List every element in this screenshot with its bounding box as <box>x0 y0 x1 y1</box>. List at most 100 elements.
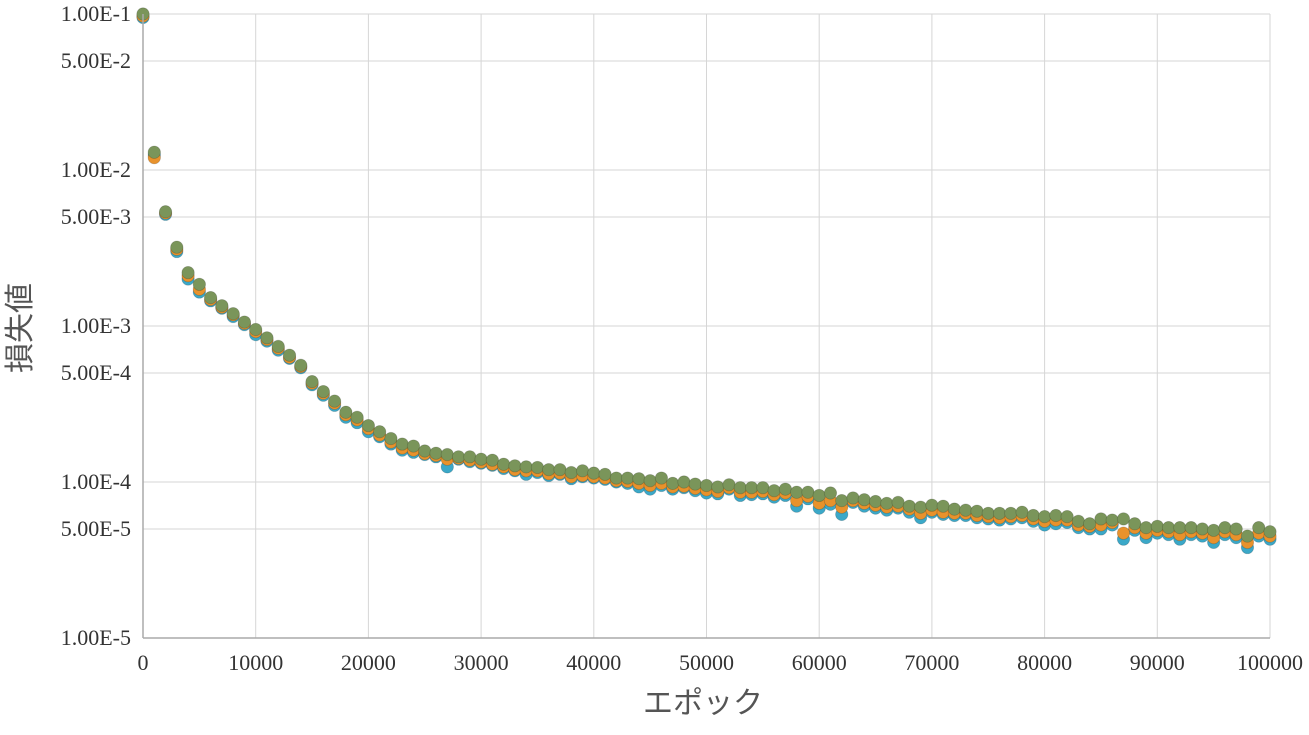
data-point-series-3 <box>271 339 285 353</box>
data-point-series-3 <box>282 348 297 362</box>
y-tick-label: 5.00E-2 <box>61 48 131 73</box>
data-point-series-3 <box>564 465 578 480</box>
data-point-series-3 <box>192 277 206 291</box>
x-tick-label: 100000 <box>1237 650 1303 675</box>
data-point-series-3 <box>1071 514 1086 528</box>
data-point-series-3 <box>733 481 747 495</box>
data-point-series-3 <box>790 485 804 499</box>
x-tick-label: 0 <box>138 650 149 675</box>
data-point-series-3 <box>1240 529 1255 543</box>
data-point-series-3 <box>1139 521 1153 535</box>
data-point-series-3 <box>406 439 421 453</box>
data-point-series-3 <box>237 315 252 329</box>
data-point-series-3 <box>1229 522 1243 536</box>
data-point-series-3 <box>970 504 984 518</box>
y-tick-label: 1.00E-4 <box>61 469 131 494</box>
data-point-series-3 <box>361 418 375 433</box>
data-point-series-3 <box>316 384 330 399</box>
data-point-series-3 <box>1105 513 1119 527</box>
data-point-series-3 <box>429 446 443 460</box>
data-point-series-3 <box>170 240 184 254</box>
data-point-series-3 <box>812 488 826 503</box>
data-point-series-3 <box>857 493 871 507</box>
x-axis-title: エポック <box>643 686 763 721</box>
data-points <box>136 7 1277 555</box>
data-point-series-3 <box>902 499 916 513</box>
data-point-series-3 <box>1128 517 1142 531</box>
data-point-series-3 <box>699 478 714 493</box>
data-point-series-3 <box>1184 521 1198 535</box>
data-point-series-3 <box>992 506 1007 520</box>
data-point-series-3 <box>1038 510 1052 524</box>
data-point-series-3 <box>846 491 860 505</box>
data-point-series-3 <box>384 431 398 446</box>
data-point-series-3 <box>474 452 488 466</box>
data-point-series-3 <box>1252 521 1266 535</box>
x-tick-label: 10000 <box>228 650 283 675</box>
data-point-series-3 <box>497 457 511 471</box>
data-point-series-3 <box>519 460 533 474</box>
data-point-series-3 <box>959 503 973 517</box>
data-point-series-3 <box>632 472 646 486</box>
y-tick-label: 1.00E-5 <box>61 625 131 650</box>
y-tick-label: 1.00E-2 <box>61 157 131 182</box>
data-point-series-3 <box>485 453 499 467</box>
data-point-series-3 <box>575 464 590 478</box>
data-point-series-3 <box>722 478 736 492</box>
data-point-series-3 <box>451 450 466 464</box>
data-point-series-3 <box>440 447 454 462</box>
data-point-series-3 <box>891 495 905 509</box>
data-point-series-3 <box>778 482 792 496</box>
data-point-series-2 <box>1116 526 1131 540</box>
data-point-series-3 <box>395 437 409 451</box>
data-point-series-3 <box>339 405 353 419</box>
data-point-series-3 <box>294 358 308 372</box>
x-tick-label: 80000 <box>1017 650 1072 675</box>
data-point-series-3 <box>654 471 669 485</box>
data-point-series-3 <box>835 493 849 508</box>
data-point-series-3 <box>1026 508 1040 523</box>
data-point-series-3 <box>621 471 635 485</box>
data-point-series-3 <box>542 463 556 477</box>
data-point-series-3 <box>463 450 477 464</box>
data-point-series-3 <box>925 498 939 512</box>
y-tick-label: 1.00E-1 <box>61 1 131 26</box>
data-point-series-3 <box>677 475 691 489</box>
y-tick-labels: 1.00E-1 5.00E-2 1.00E-2 5.00E-3 1.00E-3 5.00E… <box>61 1 131 650</box>
data-point-series-3 <box>767 484 781 498</box>
x-tick-label: 30000 <box>454 650 509 675</box>
x-tick-label: 20000 <box>341 650 396 675</box>
data-point-series-3 <box>609 471 623 485</box>
x-tick-labels: 0 10000 20000 30000 40000 50000 60000 70000 8000… <box>138 650 1304 675</box>
data-point-series-3 <box>1218 521 1232 535</box>
data-point-series-3 <box>1195 522 1209 536</box>
x-tick-label: 50000 <box>679 650 734 675</box>
grid-lines <box>142 13 1271 639</box>
x-tick-label: 70000 <box>904 650 959 675</box>
data-point-series-3 <box>508 459 522 473</box>
data-point-series-3 <box>530 460 545 475</box>
y-tick-label: 5.00E-3 <box>61 204 131 229</box>
data-point-series-3 <box>688 477 702 491</box>
data-point-series-3 <box>947 502 962 516</box>
data-point-series-3 <box>553 463 567 477</box>
data-point-series-3 <box>147 145 161 159</box>
data-point-series-3 <box>204 291 218 305</box>
data-point-series-3 <box>1083 517 1097 531</box>
x-tick-label: 60000 <box>792 650 847 675</box>
data-point-series-3 <box>158 205 173 219</box>
x-tick-label: 90000 <box>1130 650 1185 675</box>
data-point-series-3 <box>981 506 995 520</box>
data-point-series-3 <box>1161 521 1176 535</box>
data-point-series-3 <box>880 496 894 510</box>
data-point-series-3 <box>711 480 725 494</box>
data-point-series-3 <box>756 481 770 495</box>
data-point-series-3 <box>260 331 274 345</box>
y-tick-label: 5.00E-4 <box>61 360 131 385</box>
x-tick-label: 40000 <box>566 650 621 675</box>
data-point-series-3 <box>215 299 229 313</box>
data-point-series-3 <box>1173 521 1187 535</box>
data-point-series-3 <box>1207 523 1221 537</box>
data-point-series-3 <box>868 494 883 509</box>
data-point-series-3 <box>1150 519 1164 533</box>
